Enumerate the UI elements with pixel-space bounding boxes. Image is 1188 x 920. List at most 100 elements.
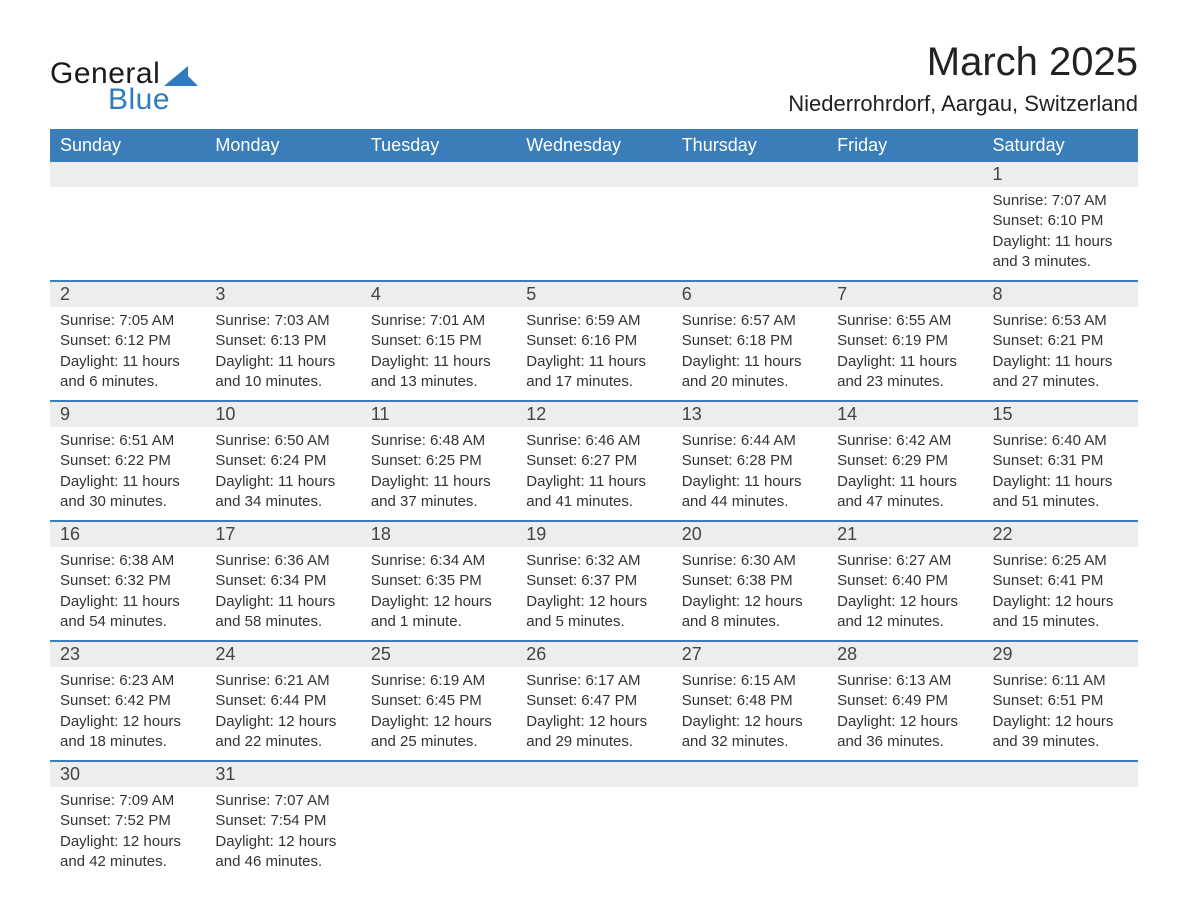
location: Niederrohrdorf, Aargau, Switzerland: [788, 91, 1138, 117]
sunrise-line: Sunrise: 6:51 AM: [60, 431, 195, 451]
calendar-cell: 5Sunrise: 6:59 AMSunset: 6:16 PMDaylight…: [516, 281, 671, 401]
day-data: Sunrise: 6:34 AMSunset: 6:35 PMDaylight:…: [361, 547, 516, 640]
calendar-cell: 20Sunrise: 6:30 AMSunset: 6:38 PMDayligh…: [672, 521, 827, 641]
sunrise-line: Sunrise: 6:57 AM: [682, 311, 817, 331]
calendar-cell: 13Sunrise: 6:44 AMSunset: 6:28 PMDayligh…: [672, 401, 827, 521]
day-number: 6: [672, 282, 827, 307]
calendar-cell: 23Sunrise: 6:23 AMSunset: 6:42 PMDayligh…: [50, 641, 205, 761]
sunrise-line: Sunrise: 6:11 AM: [993, 671, 1128, 691]
calendar-cell: [361, 761, 516, 880]
sunrise-line: Sunrise: 7:03 AM: [215, 311, 350, 331]
day-number: 15: [983, 402, 1138, 427]
daylight-line: Daylight: 12 hours and 39 minutes.: [993, 712, 1128, 753]
day-header: Tuesday: [361, 129, 516, 162]
day-data: Sunrise: 6:59 AMSunset: 6:16 PMDaylight:…: [516, 307, 671, 400]
sunrise-line: Sunrise: 6:19 AM: [371, 671, 506, 691]
day-data: Sunrise: 6:44 AMSunset: 6:28 PMDaylight:…: [672, 427, 827, 520]
day-header: Friday: [827, 129, 982, 162]
daylight-line: Daylight: 11 hours and 10 minutes.: [215, 352, 350, 393]
calendar-body: 1Sunrise: 7:07 AMSunset: 6:10 PMDaylight…: [50, 162, 1138, 880]
sunset-line: Sunset: 6:42 PM: [60, 691, 195, 711]
sunrise-line: Sunrise: 7:01 AM: [371, 311, 506, 331]
title-block: March 2025 Niederrohrdorf, Aargau, Switz…: [788, 40, 1138, 117]
day-number: [361, 762, 516, 787]
sunset-line: Sunset: 6:15 PM: [371, 331, 506, 351]
sunrise-line: Sunrise: 6:38 AM: [60, 551, 195, 571]
calendar-cell: 6Sunrise: 6:57 AMSunset: 6:18 PMDaylight…: [672, 281, 827, 401]
calendar-cell: 21Sunrise: 6:27 AMSunset: 6:40 PMDayligh…: [827, 521, 982, 641]
day-number: [983, 762, 1138, 787]
sunset-line: Sunset: 6:51 PM: [993, 691, 1128, 711]
daylight-line: Daylight: 11 hours and 20 minutes.: [682, 352, 817, 393]
sunrise-line: Sunrise: 6:53 AM: [993, 311, 1128, 331]
day-data: Sunrise: 7:03 AMSunset: 6:13 PMDaylight:…: [205, 307, 360, 400]
calendar-cell: 3Sunrise: 7:03 AMSunset: 6:13 PMDaylight…: [205, 281, 360, 401]
daylight-line: Daylight: 11 hours and 17 minutes.: [526, 352, 661, 393]
day-data: Sunrise: 6:11 AMSunset: 6:51 PMDaylight:…: [983, 667, 1138, 760]
calendar-cell: 10Sunrise: 6:50 AMSunset: 6:24 PMDayligh…: [205, 401, 360, 521]
day-number: 5: [516, 282, 671, 307]
sunset-line: Sunset: 6:19 PM: [837, 331, 972, 351]
day-data: Sunrise: 7:07 AMSunset: 7:54 PMDaylight:…: [205, 787, 360, 880]
day-data: [672, 187, 827, 199]
day-number: 29: [983, 642, 1138, 667]
calendar-cell: 15Sunrise: 6:40 AMSunset: 6:31 PMDayligh…: [983, 401, 1138, 521]
day-number: 12: [516, 402, 671, 427]
day-data: Sunrise: 6:32 AMSunset: 6:37 PMDaylight:…: [516, 547, 671, 640]
daylight-line: Daylight: 12 hours and 8 minutes.: [682, 592, 817, 633]
daylight-line: Daylight: 12 hours and 5 minutes.: [526, 592, 661, 633]
calendar-cell: 29Sunrise: 6:11 AMSunset: 6:51 PMDayligh…: [983, 641, 1138, 761]
day-number: 21: [827, 522, 982, 547]
day-data: Sunrise: 6:53 AMSunset: 6:21 PMDaylight:…: [983, 307, 1138, 400]
sunset-line: Sunset: 6:27 PM: [526, 451, 661, 471]
sunrise-line: Sunrise: 6:40 AM: [993, 431, 1128, 451]
day-data: Sunrise: 6:23 AMSunset: 6:42 PMDaylight:…: [50, 667, 205, 760]
calendar-table: SundayMondayTuesdayWednesdayThursdayFrid…: [50, 129, 1138, 880]
daylight-line: Daylight: 12 hours and 32 minutes.: [682, 712, 817, 753]
sunrise-line: Sunrise: 6:15 AM: [682, 671, 817, 691]
calendar-cell: [827, 162, 982, 281]
day-data: [672, 787, 827, 799]
calendar-cell: [205, 162, 360, 281]
day-number: 30: [50, 762, 205, 787]
daylight-line: Daylight: 11 hours and 51 minutes.: [993, 472, 1128, 513]
calendar-cell: 11Sunrise: 6:48 AMSunset: 6:25 PMDayligh…: [361, 401, 516, 521]
day-number: 4: [361, 282, 516, 307]
sunrise-line: Sunrise: 6:46 AM: [526, 431, 661, 451]
day-data: Sunrise: 6:50 AMSunset: 6:24 PMDaylight:…: [205, 427, 360, 520]
sunrise-line: Sunrise: 6:42 AM: [837, 431, 972, 451]
daylight-line: Daylight: 11 hours and 47 minutes.: [837, 472, 972, 513]
day-number: [827, 762, 982, 787]
daylight-line: Daylight: 12 hours and 1 minute.: [371, 592, 506, 633]
calendar-cell: [516, 162, 671, 281]
sunrise-line: Sunrise: 6:50 AM: [215, 431, 350, 451]
daylight-line: Daylight: 11 hours and 27 minutes.: [993, 352, 1128, 393]
daylight-line: Daylight: 11 hours and 6 minutes.: [60, 352, 195, 393]
calendar-cell: 22Sunrise: 6:25 AMSunset: 6:41 PMDayligh…: [983, 521, 1138, 641]
day-number: 19: [516, 522, 671, 547]
day-number: 11: [361, 402, 516, 427]
day-data: [983, 787, 1138, 799]
day-data: Sunrise: 7:05 AMSunset: 6:12 PMDaylight:…: [50, 307, 205, 400]
day-data: Sunrise: 6:30 AMSunset: 6:38 PMDaylight:…: [672, 547, 827, 640]
daylight-line: Daylight: 11 hours and 3 minutes.: [993, 232, 1128, 273]
day-data: [50, 187, 205, 199]
sunrise-line: Sunrise: 6:27 AM: [837, 551, 972, 571]
day-number: [50, 162, 205, 187]
calendar-cell: 14Sunrise: 6:42 AMSunset: 6:29 PMDayligh…: [827, 401, 982, 521]
sunset-line: Sunset: 6:34 PM: [215, 571, 350, 591]
day-number: 16: [50, 522, 205, 547]
sunset-line: Sunset: 6:29 PM: [837, 451, 972, 471]
calendar-row: 23Sunrise: 6:23 AMSunset: 6:42 PMDayligh…: [50, 641, 1138, 761]
sunset-line: Sunset: 6:40 PM: [837, 571, 972, 591]
sunrise-line: Sunrise: 6:23 AM: [60, 671, 195, 691]
day-data: Sunrise: 6:48 AMSunset: 6:25 PMDaylight:…: [361, 427, 516, 520]
day-data: [516, 787, 671, 799]
day-data: Sunrise: 6:36 AMSunset: 6:34 PMDaylight:…: [205, 547, 360, 640]
calendar-cell: 16Sunrise: 6:38 AMSunset: 6:32 PMDayligh…: [50, 521, 205, 641]
day-data: [361, 187, 516, 199]
day-number: 28: [827, 642, 982, 667]
day-number: 22: [983, 522, 1138, 547]
day-data: Sunrise: 7:07 AMSunset: 6:10 PMDaylight:…: [983, 187, 1138, 280]
sunset-line: Sunset: 6:10 PM: [993, 211, 1128, 231]
